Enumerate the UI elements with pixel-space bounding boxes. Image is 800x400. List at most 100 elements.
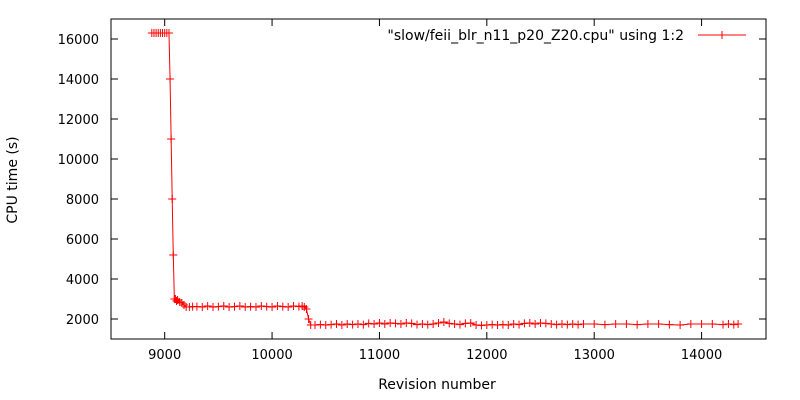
- data-point: [434, 319, 443, 327]
- data-point: [180, 301, 189, 309]
- data-point: [396, 320, 405, 328]
- series-line: [151, 32, 739, 326]
- plot-frame: [110, 18, 767, 340]
- data-point: [541, 319, 550, 328]
- data-point: [219, 302, 228, 310]
- y-tick-label: 6000: [66, 233, 99, 248]
- data-point: [251, 303, 260, 311]
- data-point: [169, 251, 178, 259]
- data-point: [332, 320, 341, 328]
- data-point: [557, 320, 566, 328]
- x-tick-label: 9000: [148, 348, 181, 363]
- data-point: [686, 320, 695, 328]
- data-point: [370, 320, 379, 328]
- data-point: [273, 302, 282, 310]
- plot-border: [110, 18, 767, 340]
- data-point: [407, 319, 416, 328]
- data-point: [168, 195, 177, 203]
- data-point: [302, 305, 311, 313]
- data-point: [552, 320, 561, 329]
- data-point: [600, 320, 609, 329]
- data-point: [359, 320, 368, 329]
- legend-label: "slow/feii_blr_n11_p20_Z20.cpu" using 1:…: [387, 28, 684, 44]
- data-point: [697, 320, 706, 328]
- data-point: [676, 321, 685, 329]
- data-point: [177, 299, 186, 307]
- data-point: [504, 321, 513, 329]
- x-tick-label: 12000: [466, 348, 507, 363]
- data-point: [214, 302, 223, 311]
- y-axis-ticks: 2000 4000 6000 8000 10000 12000 14000 16000: [58, 33, 766, 328]
- data-point: [364, 319, 373, 328]
- data-point: [708, 320, 717, 328]
- y-tick-label: 16000: [58, 33, 99, 48]
- data-point: [235, 302, 244, 310]
- data-point: [304, 315, 313, 323]
- data-point: [466, 319, 475, 327]
- data-point: [633, 320, 642, 329]
- data-point: [289, 302, 298, 310]
- data-point: [166, 75, 175, 83]
- y-tick-label: 10000: [58, 153, 99, 168]
- legend: "slow/feii_blr_n11_p20_Z20.cpu" using 1:…: [387, 28, 746, 44]
- legend-plus-marker: [718, 31, 726, 39]
- data-point: [343, 320, 352, 328]
- y-tick-label: 12000: [58, 113, 99, 128]
- data-point: [300, 303, 309, 311]
- data-point: [665, 320, 674, 329]
- data-point: [439, 318, 448, 326]
- data-point: [418, 320, 427, 328]
- data-point: [445, 319, 454, 328]
- y-tick-label: 14000: [58, 73, 99, 88]
- data-point: [574, 320, 583, 329]
- y-tick-label: 4000: [66, 273, 99, 288]
- data-point: [547, 320, 556, 328]
- data-point: [729, 320, 738, 329]
- data-point: [167, 135, 176, 143]
- data-point: [353, 320, 362, 328]
- data-point: [654, 320, 663, 328]
- data-point: [348, 320, 357, 329]
- data-point: [413, 320, 422, 329]
- x-tick-label: 13000: [574, 348, 615, 363]
- x-axis-ticks: 9000 10000 11000 12000 13000 14000: [148, 19, 722, 363]
- data-point: [579, 320, 588, 328]
- data-point: [257, 302, 266, 310]
- data-point: [568, 320, 577, 328]
- data-point: [375, 319, 384, 327]
- data-point: [611, 320, 620, 328]
- y-tick-label: 8000: [66, 193, 99, 208]
- data-point: [429, 320, 438, 328]
- data-point: [175, 298, 184, 306]
- legend-marker: [718, 31, 726, 39]
- data-point: [525, 319, 534, 327]
- data-point: [380, 320, 389, 328]
- data-point: [515, 320, 524, 329]
- x-axis-label: Revision number: [378, 377, 496, 393]
- data-point: [563, 320, 572, 329]
- x-tick-label: 10000: [251, 348, 292, 363]
- data-point: [391, 319, 400, 328]
- data-point: [455, 320, 464, 329]
- data-point: [724, 320, 733, 328]
- data-point: [719, 320, 728, 329]
- x-tick-label: 14000: [681, 348, 722, 363]
- data-point: [622, 320, 631, 328]
- data-point: [327, 320, 336, 329]
- data-point: [164, 29, 173, 37]
- data-point: [298, 302, 307, 310]
- data-point: [198, 303, 207, 311]
- data-point: [509, 320, 518, 328]
- data-point: [734, 320, 743, 328]
- data-point: [590, 320, 599, 328]
- data-point: [171, 295, 180, 303]
- data-point: [337, 321, 346, 329]
- y-tick-label: 2000: [66, 313, 99, 328]
- data-point: [172, 297, 181, 305]
- data-point: [173, 296, 182, 304]
- y-axis-label: CPU time (s): [5, 136, 21, 223]
- data-point: [284, 303, 293, 311]
- data-point: [423, 320, 432, 329]
- data-point: [230, 302, 239, 311]
